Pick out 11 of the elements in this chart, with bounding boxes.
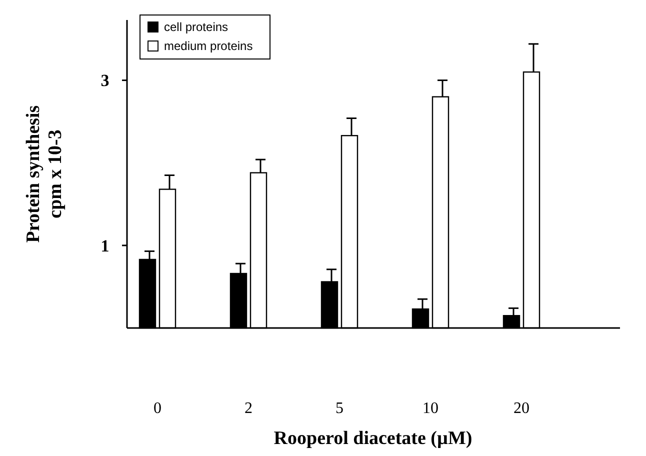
x-tick-label: 0 (154, 400, 162, 417)
x-tick-label: 5 (336, 400, 344, 417)
legend-label: cell proteins (164, 20, 228, 34)
y-tick-label: 3 (100, 71, 110, 90)
y-tick-label: 1 (100, 236, 110, 256)
legend-label: medium proteins (164, 39, 253, 53)
x-tick-label: 2 (244, 400, 252, 417)
x-tick-label: 20 (514, 400, 530, 417)
x-axis-title: Rooperol diacetate (µM) (274, 428, 472, 449)
x-tick-label: 10 (422, 400, 438, 417)
y-axis-title: Protein synthesis cpm x 10-3 (23, 105, 66, 243)
